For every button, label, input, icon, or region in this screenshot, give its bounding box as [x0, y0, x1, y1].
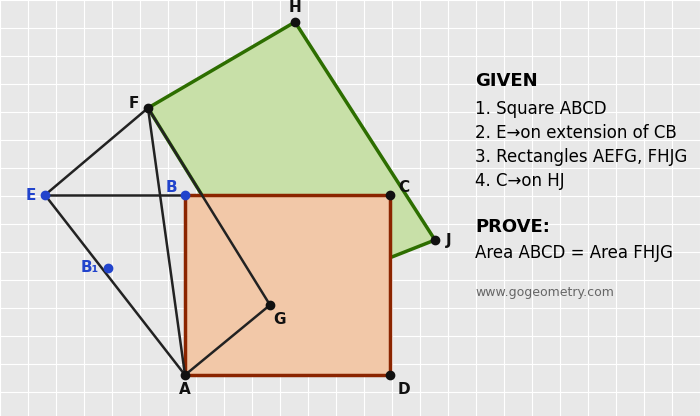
Text: E: E [26, 188, 36, 203]
Text: Area ABCD = Area FHJG: Area ABCD = Area FHJG [475, 244, 673, 262]
Text: D: D [398, 381, 410, 396]
Text: G: G [274, 312, 286, 327]
Text: H: H [288, 0, 302, 15]
Text: F: F [129, 97, 139, 111]
Text: 1. Square ABCD: 1. Square ABCD [475, 100, 607, 118]
Text: 2. E→on extension of CB: 2. E→on extension of CB [475, 124, 677, 142]
Text: 3. Rectangles AEFG, FHJG: 3. Rectangles AEFG, FHJG [475, 148, 687, 166]
Text: B₁: B₁ [81, 260, 99, 275]
Text: 4. C→on HJ: 4. C→on HJ [475, 172, 565, 190]
Text: www.gogeometry.com: www.gogeometry.com [475, 286, 614, 299]
Text: A: A [179, 381, 191, 396]
Text: B: B [165, 179, 177, 195]
Text: PROVE:: PROVE: [475, 218, 550, 236]
Polygon shape [148, 22, 435, 305]
Text: GIVEN: GIVEN [475, 72, 538, 90]
Text: J: J [446, 233, 452, 248]
Polygon shape [185, 195, 390, 375]
Text: C: C [398, 179, 409, 195]
